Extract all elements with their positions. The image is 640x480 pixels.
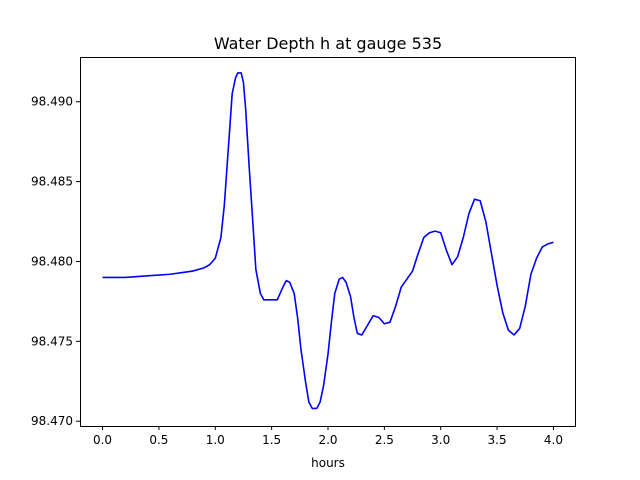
x-tick-label: 2.0 <box>318 433 337 447</box>
x-axis: 0.0 0.5 1.0 1.5 2.0 2.5 3.0 3.5 4.0 <box>93 426 563 447</box>
x-tick-label: 3.0 <box>431 433 450 447</box>
chart-title: Water Depth h at gauge 535 <box>214 34 442 53</box>
x-tick-label: 0.0 <box>93 433 112 447</box>
y-tick-label: 98.490 <box>31 95 73 109</box>
x-tick-label: 4.0 <box>544 433 563 447</box>
x-tick-label: 1.5 <box>262 433 281 447</box>
y-tick-label: 98.470 <box>31 414 73 428</box>
x-tick-label: 3.5 <box>488 433 507 447</box>
series-line-0 <box>102 72 554 410</box>
x-tick-label: 0.5 <box>149 433 168 447</box>
plot-frame <box>80 57 576 427</box>
x-tick-label: 1.0 <box>206 433 225 447</box>
x-tick-label: 2.5 <box>375 433 394 447</box>
x-axis-label: hours <box>311 456 345 470</box>
y-tick-label: 98.485 <box>31 175 73 189</box>
y-axis: 98.470 98.475 98.480 98.485 98.490 <box>31 95 80 428</box>
y-tick-label: 98.475 <box>31 334 73 348</box>
plot-area <box>102 72 554 410</box>
y-tick-label: 98.480 <box>31 254 73 268</box>
